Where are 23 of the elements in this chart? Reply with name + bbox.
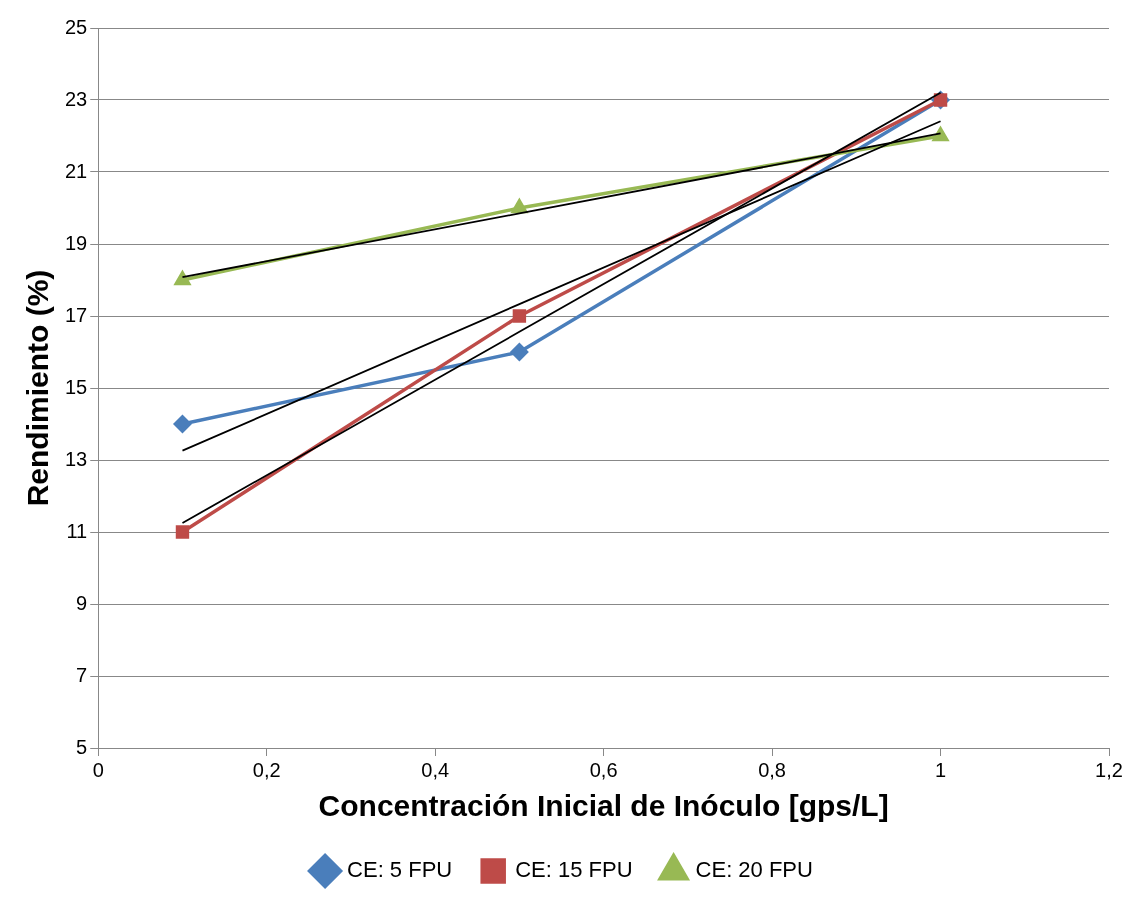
- y-tick-label: 5: [76, 735, 88, 758]
- x-tick-label: 0,2: [252, 758, 281, 781]
- x-tick-label: 1,2: [1095, 758, 1123, 781]
- y-tick-label: 19: [65, 231, 88, 254]
- x-tick-label: 0: [92, 758, 104, 781]
- y-tick-label: 21: [65, 159, 88, 182]
- x-tick-label: 1: [934, 758, 947, 781]
- y-tick-label: 13: [65, 447, 88, 470]
- y-tick-label: 9: [76, 591, 88, 614]
- legend-label: CE: 5 FPU: [347, 857, 453, 883]
- y-tick-label: 25: [65, 15, 88, 38]
- legend-label: CE: 20 FPU: [695, 857, 813, 883]
- y-tick-label: 15: [65, 375, 88, 398]
- x-tick-label: 0,8: [758, 758, 786, 781]
- y-tick-label: 11: [66, 519, 88, 542]
- x-axis-title: Concentración Inicial de Inóculo [gps/L]: [318, 789, 889, 823]
- y-tick-label: 7: [76, 663, 88, 686]
- y-axis-title: Rendimiento (%): [21, 269, 55, 507]
- legend-label: CE: 15 FPU: [515, 857, 633, 883]
- y-tick-label: 17: [65, 303, 88, 326]
- x-tick-label: 0,6: [589, 758, 618, 781]
- y-tick-label: 23: [65, 87, 88, 110]
- x-tick-label: 0,4: [421, 758, 450, 781]
